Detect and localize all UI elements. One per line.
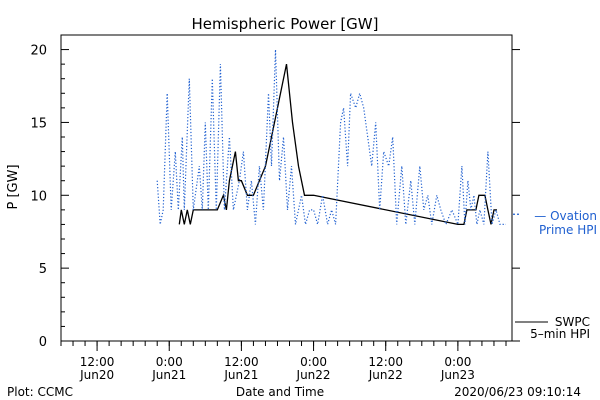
plot-frame (60, 34, 513, 342)
x-tick-label-date: Jun22 (368, 368, 403, 382)
x-tick-label-time: 0:00 (444, 355, 471, 369)
y-tick-label: 5 (39, 262, 47, 277)
y-axis: 0 5 10 15 20 (30, 34, 520, 350)
x-tick-label-date: Jun22 (296, 368, 331, 382)
x-tick-label-date: Jun20 (79, 368, 114, 382)
footer-plot-credit: Plot: CCMC (7, 385, 73, 399)
chart-title: Hemispheric Power [GW] (192, 15, 379, 33)
series-layer (156, 49, 520, 227)
legend-ovation-label-1: — Ovation (534, 209, 597, 223)
legend-swpc: SWPC 5–min HPI (515, 315, 590, 341)
x-axis: 12:00Jun200:00Jun2112:00Jun210:00Jun2212… (60, 341, 507, 382)
x-tick-label-time: 12:00 (368, 355, 403, 369)
x-tick-label-date: Jun23 (440, 368, 475, 382)
y-axis-label: P [GW] (6, 164, 21, 209)
y-tick-label: 10 (30, 189, 47, 204)
x-tick-label-date: Jun21 (223, 368, 258, 382)
x-tick-label-time: 12:00 (80, 355, 115, 369)
x-axis-label: Date and Time (236, 385, 324, 399)
y-tick-label: 15 (30, 116, 47, 131)
x-tick-label-date: Jun21 (151, 368, 186, 382)
x-tick-label-time: 12:00 (224, 355, 259, 369)
series-swpc-line (178, 63, 497, 226)
y-tick-label: 20 (30, 44, 47, 59)
series-ovation-line (156, 49, 506, 227)
y-tick-label: 0 (39, 335, 47, 350)
legend-swpc-label-1: SWPC (555, 315, 590, 329)
x-tick-label-time: 0:00 (156, 355, 183, 369)
x-tick-label-time: 0:00 (300, 355, 327, 369)
legend-ovation: — Ovation Prime HPI (534, 209, 597, 237)
legend-swpc-label-2: 5–min HPI (530, 327, 590, 341)
footer-timestamp: 2020/06/23 09:10:14 (454, 385, 581, 399)
legend-ovation-label-2: Prime HPI (539, 223, 597, 237)
